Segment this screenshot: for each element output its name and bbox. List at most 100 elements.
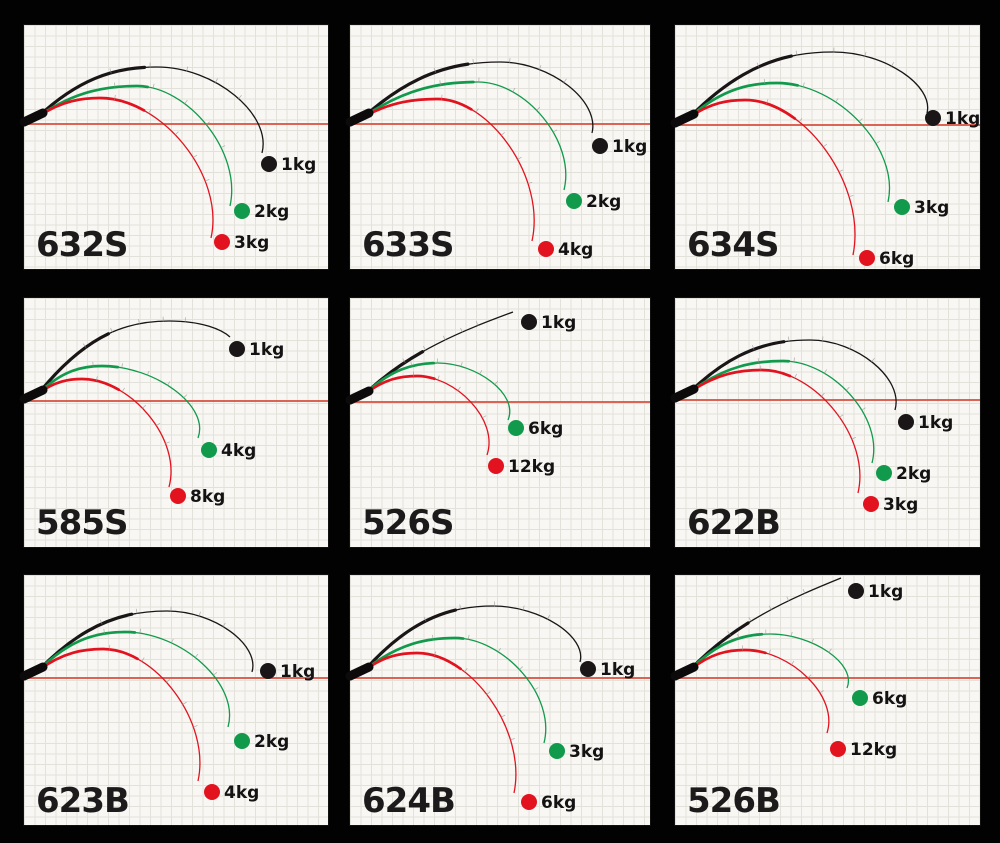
load-label-1kg: 1kg bbox=[280, 662, 315, 682]
guide-tick bbox=[166, 381, 171, 386]
guide-ticks-4kg bbox=[92, 361, 188, 399]
chart-canvas: 1kg 6kg 12kg 526B bbox=[670, 576, 980, 821]
guide-tick bbox=[95, 376, 98, 382]
load-curve-butt-6kg bbox=[363, 651, 518, 795]
guide-tick bbox=[891, 62, 895, 67]
load-curve-6kg bbox=[364, 652, 517, 794]
load-curve-butt-6kg bbox=[363, 361, 512, 422]
guide-tick bbox=[547, 614, 551, 620]
load-dot-12kg bbox=[488, 458, 504, 474]
guide-tick bbox=[192, 154, 198, 159]
guide-tick bbox=[871, 358, 875, 363]
guide-ticks-12kg bbox=[742, 645, 824, 694]
guide-tick bbox=[205, 121, 211, 126]
guide-ticks-6kg bbox=[410, 358, 499, 386]
load-dot-2kg bbox=[234, 733, 250, 749]
load-label-1kg: 1kg bbox=[868, 582, 903, 602]
load-label-2kg: 2kg bbox=[254, 732, 289, 752]
load-curve-8kg bbox=[38, 378, 172, 488]
rod-chart-622B: 1kg 2kg 3kg 622B bbox=[670, 298, 980, 547]
load-label-2kg: 2kg bbox=[896, 464, 931, 484]
load-curve-butt-4kg bbox=[363, 97, 536, 243]
guide-tick bbox=[439, 80, 442, 86]
load-label-1kg: 1kg bbox=[945, 109, 980, 129]
guide-tick bbox=[198, 611, 201, 617]
guide-tick bbox=[402, 358, 406, 363]
load-curve-butt-1kg bbox=[688, 50, 930, 119]
load-dot-1kg bbox=[261, 156, 277, 172]
load-curve-butt-3kg bbox=[688, 81, 891, 204]
load-curve-12kg bbox=[364, 375, 490, 456]
load-curve-2kg bbox=[38, 85, 233, 207]
load-curve-butt-1kg bbox=[37, 65, 265, 155]
guide-ticks-1kg bbox=[82, 316, 186, 348]
rod-chart-585S: 1kg 4kg 8kg 585S bbox=[19, 298, 328, 547]
chart-canvas: 1kg 3kg 6kg 624B bbox=[345, 601, 650, 821]
guide-tick bbox=[164, 441, 170, 445]
chart-canvas: 1kg 2kg 4kg 633S bbox=[345, 57, 650, 265]
load-curve-12kg bbox=[689, 649, 830, 734]
guide-tick bbox=[751, 344, 755, 350]
load-label-1kg: 1kg bbox=[541, 313, 576, 333]
load-dot-1kg bbox=[592, 138, 608, 154]
guide-ticks-1kg bbox=[727, 588, 806, 636]
load-curve-butt-4kg bbox=[37, 364, 201, 440]
guide-ticks-2kg bbox=[103, 628, 218, 676]
load-dot-2kg bbox=[234, 203, 250, 219]
guide-tick bbox=[433, 67, 437, 73]
guide-tick bbox=[802, 82, 805, 88]
guide-tick bbox=[121, 363, 123, 369]
guide-tick bbox=[135, 608, 138, 614]
load-curve-6kg bbox=[364, 362, 511, 421]
guide-tick bbox=[535, 106, 541, 111]
load-label-6kg: 6kg bbox=[879, 249, 914, 269]
load-label-1kg: 1kg bbox=[281, 155, 316, 175]
load-dot-3kg bbox=[214, 234, 230, 250]
guide-tick bbox=[214, 78, 218, 84]
guide-tick bbox=[821, 336, 824, 342]
load-dot-6kg bbox=[852, 690, 868, 706]
guide-tick bbox=[768, 605, 772, 611]
model-label: 526S bbox=[362, 503, 453, 543]
load-curve-butt-2kg bbox=[688, 359, 875, 465]
guide-tick bbox=[170, 638, 174, 644]
load-label-4kg: 4kg bbox=[224, 783, 259, 803]
guide-tick bbox=[110, 327, 113, 333]
rod-chart-623B: 1kg 2kg 4kg 623B bbox=[19, 575, 328, 825]
guide-tick bbox=[757, 358, 760, 364]
load-curve-butt-6kg bbox=[688, 98, 857, 257]
guide-tick bbox=[471, 400, 476, 405]
guide-tick bbox=[851, 436, 857, 440]
guide-tick bbox=[500, 132, 505, 136]
guide-ticks-1kg bbox=[109, 62, 242, 100]
load-curve-3kg bbox=[38, 97, 214, 239]
guide-tick bbox=[737, 633, 740, 639]
load-label-6kg: 6kg bbox=[528, 419, 563, 439]
guide-tick bbox=[184, 99, 188, 105]
guide-tick bbox=[835, 98, 839, 103]
load-label-1kg: 1kg bbox=[612, 137, 647, 157]
load-dot-2kg bbox=[566, 193, 582, 209]
guide-tick bbox=[486, 691, 491, 696]
rod-butt bbox=[19, 662, 48, 681]
guide-ticks-2kg bbox=[757, 357, 866, 411]
guide-tick bbox=[99, 619, 103, 625]
model-label: 622B bbox=[687, 503, 780, 543]
guide-ticks-2kg bbox=[439, 77, 558, 133]
load-dot-6kg bbox=[859, 250, 875, 266]
load-curve-4kg bbox=[38, 648, 201, 782]
guide-ticks-1kg bbox=[99, 606, 226, 628]
guide-tick bbox=[848, 195, 854, 198]
guide-tick bbox=[82, 343, 87, 348]
guide-tick bbox=[423, 345, 427, 351]
rod-chart-634S: 1kg 3kg 6kg 634S bbox=[670, 25, 980, 269]
load-label-2kg: 2kg bbox=[254, 202, 289, 222]
guide-tick bbox=[727, 631, 731, 636]
guide-tick bbox=[481, 415, 487, 419]
guide-ticks-8kg bbox=[95, 376, 170, 445]
chart-canvas: 1kg 4kg 8kg 585S bbox=[19, 316, 328, 543]
load-curve-butt-4kg bbox=[37, 647, 202, 783]
guide-tick bbox=[442, 335, 446, 341]
guide-tick bbox=[472, 58, 474, 64]
load-curve-butt-1kg bbox=[363, 60, 595, 135]
